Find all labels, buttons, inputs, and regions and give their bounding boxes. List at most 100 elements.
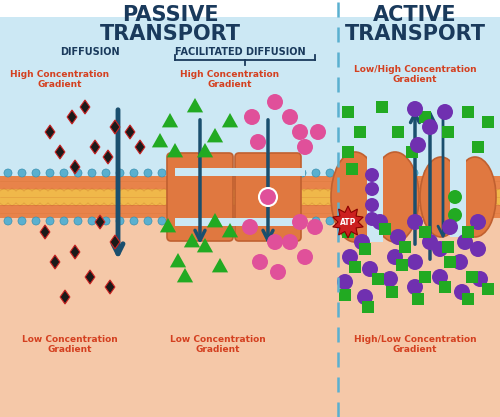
- Polygon shape: [70, 160, 80, 174]
- Circle shape: [342, 249, 358, 265]
- Circle shape: [368, 217, 376, 225]
- Polygon shape: [187, 98, 203, 113]
- Circle shape: [472, 271, 488, 287]
- Polygon shape: [197, 143, 213, 157]
- Bar: [0, 0, 338, 197]
- Circle shape: [4, 169, 12, 177]
- Circle shape: [284, 169, 292, 177]
- Circle shape: [437, 104, 453, 120]
- Bar: [396, 259, 408, 271]
- Circle shape: [368, 169, 376, 177]
- Bar: [472, 141, 484, 153]
- Circle shape: [172, 217, 180, 225]
- Circle shape: [88, 169, 96, 177]
- Circle shape: [454, 284, 470, 300]
- Bar: [367, 152, 383, 242]
- Circle shape: [130, 217, 138, 225]
- Circle shape: [102, 217, 110, 225]
- Text: PASSIVE
TRANSPORT: PASSIVE TRANSPORT: [100, 5, 240, 44]
- Circle shape: [407, 254, 423, 270]
- Text: ACTIVE
TRANSPORT: ACTIVE TRANSPORT: [344, 5, 486, 44]
- Circle shape: [480, 217, 488, 225]
- Bar: [419, 271, 431, 283]
- Circle shape: [74, 217, 82, 225]
- Circle shape: [242, 219, 258, 235]
- Circle shape: [60, 169, 68, 177]
- Bar: [406, 146, 418, 158]
- Circle shape: [337, 274, 353, 290]
- Circle shape: [46, 169, 54, 177]
- Text: Low Concentration
Gradient: Low Concentration Gradient: [170, 335, 266, 354]
- Circle shape: [480, 169, 488, 177]
- Bar: [450, 157, 466, 237]
- Circle shape: [298, 169, 306, 177]
- Polygon shape: [177, 268, 193, 282]
- Circle shape: [407, 214, 423, 230]
- Circle shape: [228, 169, 236, 177]
- Polygon shape: [125, 125, 135, 139]
- FancyBboxPatch shape: [235, 153, 269, 241]
- Bar: [346, 163, 358, 175]
- Circle shape: [438, 169, 446, 177]
- Circle shape: [382, 271, 398, 287]
- Bar: [0, 197, 338, 417]
- Circle shape: [102, 169, 110, 177]
- Bar: [439, 281, 451, 293]
- Circle shape: [407, 101, 423, 117]
- Circle shape: [74, 169, 82, 177]
- Circle shape: [466, 169, 474, 177]
- Circle shape: [242, 169, 250, 177]
- Circle shape: [410, 137, 426, 153]
- FancyBboxPatch shape: [199, 153, 233, 241]
- Circle shape: [46, 217, 54, 225]
- Polygon shape: [85, 270, 95, 284]
- Circle shape: [270, 264, 286, 280]
- Bar: [339, 289, 351, 301]
- Circle shape: [284, 217, 292, 225]
- Bar: [359, 243, 371, 255]
- Polygon shape: [162, 113, 178, 128]
- FancyBboxPatch shape: [167, 153, 201, 241]
- Circle shape: [307, 219, 323, 235]
- Circle shape: [424, 217, 432, 225]
- Circle shape: [244, 109, 260, 125]
- Circle shape: [228, 217, 236, 225]
- Circle shape: [130, 169, 138, 177]
- Circle shape: [200, 169, 208, 177]
- Bar: [362, 301, 374, 313]
- Circle shape: [18, 217, 26, 225]
- Polygon shape: [50, 255, 60, 269]
- Circle shape: [424, 169, 432, 177]
- Circle shape: [297, 139, 313, 155]
- Polygon shape: [45, 125, 55, 139]
- Bar: [0, 0, 500, 17]
- Circle shape: [256, 169, 264, 177]
- Bar: [442, 241, 454, 253]
- Bar: [482, 283, 494, 295]
- Circle shape: [354, 217, 362, 225]
- Text: Low/High Concentration
Gradient: Low/High Concentration Gradient: [354, 65, 476, 84]
- Circle shape: [422, 234, 438, 250]
- Polygon shape: [105, 280, 115, 294]
- Bar: [412, 293, 424, 305]
- Circle shape: [470, 241, 486, 257]
- Circle shape: [326, 169, 334, 177]
- Ellipse shape: [454, 157, 496, 237]
- Circle shape: [452, 217, 460, 225]
- Circle shape: [442, 219, 458, 235]
- Circle shape: [357, 289, 373, 305]
- Circle shape: [448, 190, 462, 204]
- Circle shape: [270, 169, 278, 177]
- Circle shape: [292, 124, 308, 140]
- Bar: [342, 146, 354, 158]
- Circle shape: [340, 217, 348, 225]
- Circle shape: [256, 217, 264, 225]
- Circle shape: [250, 134, 266, 150]
- Circle shape: [252, 254, 268, 270]
- Bar: [175, 218, 305, 226]
- Polygon shape: [103, 150, 113, 164]
- Circle shape: [362, 261, 378, 277]
- Bar: [444, 256, 456, 268]
- Bar: [338, 0, 500, 197]
- Bar: [376, 101, 388, 113]
